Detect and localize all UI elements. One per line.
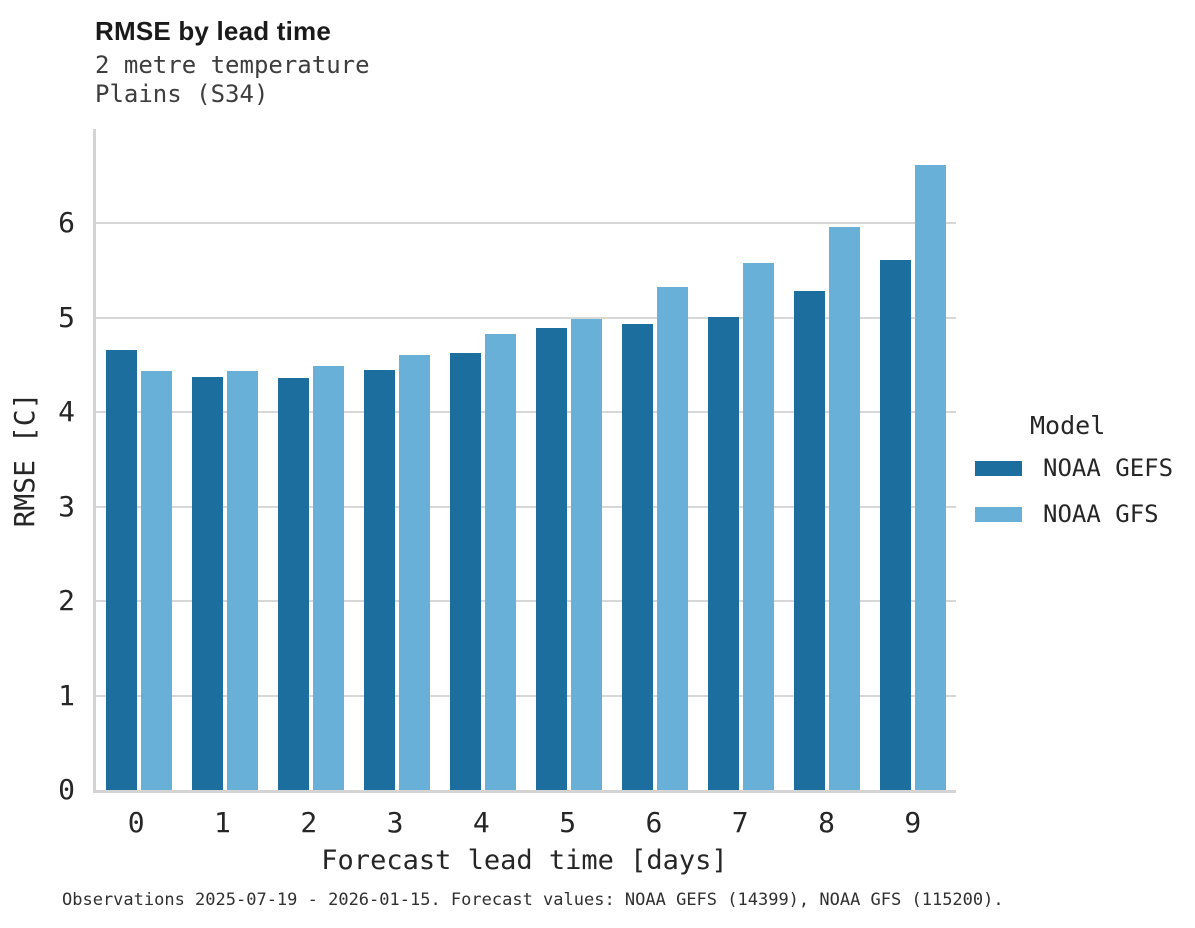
bar-noaa-gfs-day-3	[399, 354, 430, 790]
y-axis-tick-label-3: 3	[58, 489, 75, 523]
x-axis-tick-label-8: 8	[818, 806, 835, 839]
legend-label: NOAA GEFS	[1043, 454, 1174, 482]
legend-label: NOAA GFS	[1043, 500, 1159, 528]
bar-noaa-gefs-day-8	[794, 291, 825, 790]
bar-noaa-gefs-day-4	[450, 352, 481, 790]
y-axis-tick-label-0: 0	[58, 773, 75, 806]
chart-subtitle-line-1: 2 metre temperature	[95, 51, 370, 79]
bar-noaa-gfs-day-7	[743, 263, 774, 790]
bar-noaa-gfs-day-4	[485, 333, 516, 790]
bar-group-day-5	[526, 129, 612, 790]
gridline-y-5	[96, 316, 956, 319]
chart-caption: Observations 2025-07-19 - 2026-01-15. Fo…	[62, 890, 1004, 910]
bar-noaa-gefs-day-9	[880, 260, 911, 790]
gridline-y-4	[96, 411, 956, 414]
legend-swatch-noaa-gfs	[975, 506, 1022, 522]
legend: Model NOAA GEFS NOAA GFS	[975, 411, 1195, 546]
bar-noaa-gfs-day-0	[141, 370, 172, 790]
chart-subtitle-line-2: Plains (S34)	[95, 80, 269, 108]
gridline-y-2	[96, 600, 956, 603]
bar-noaa-gfs-day-5	[571, 318, 602, 790]
bar-group-day-8	[784, 129, 870, 790]
chart-title: RMSE by lead time	[95, 16, 332, 46]
bar-noaa-gefs-day-6	[622, 323, 653, 790]
bar-group-day-7	[698, 129, 784, 790]
bar-noaa-gfs-day-6	[657, 286, 688, 790]
bar-noaa-gefs-day-7	[708, 316, 739, 790]
x-axis-tick-label-3: 3	[386, 806, 404, 839]
bar-group-day-2	[268, 129, 354, 790]
bar-group-day-1	[182, 129, 268, 790]
x-axis-tick-label-7: 7	[731, 806, 749, 839]
y-axis-tick-label-4: 4	[58, 395, 75, 429]
bar-group-day-4	[440, 129, 526, 790]
y-axis-tick-label-5: 5	[58, 300, 75, 334]
bar-noaa-gfs-day-8	[829, 227, 860, 790]
legend-title: Model	[1030, 411, 1106, 440]
bar-noaa-gefs-day-2	[278, 378, 309, 790]
bar-noaa-gfs-day-2	[313, 366, 344, 790]
bar-group-day-9	[870, 129, 956, 790]
bar-noaa-gefs-day-5	[536, 328, 567, 790]
bar-noaa-gefs-day-0	[106, 349, 137, 790]
x-axis-tick-label-2: 2	[300, 806, 318, 839]
x-axis-tick-label-1: 1	[214, 806, 231, 839]
bar-group-day-3	[354, 129, 440, 790]
y-axis-tick-label-1: 1	[58, 678, 75, 712]
legend-swatch-noaa-gefs	[975, 460, 1022, 476]
legend-item-noaa-gfs: NOAA GFS	[975, 500, 1195, 528]
x-axis-title: Forecast lead time [days]	[321, 845, 728, 876]
gridline-y-3	[96, 505, 956, 508]
bar-group-day-0	[96, 129, 182, 790]
bar-noaa-gfs-day-9	[915, 164, 946, 790]
bar-group-day-6	[612, 129, 698, 790]
x-axis-tick-label-6: 6	[645, 806, 663, 839]
x-axis-tick-label-5: 5	[559, 806, 577, 839]
x-axis-tick-labels: 0 1 2 3 4 5 6 7 8 9	[93, 806, 956, 839]
bar-noaa-gfs-day-1	[227, 370, 258, 790]
gridline-y-6	[96, 222, 956, 225]
x-axis-tick-label-4: 4	[472, 806, 490, 839]
y-axis-tick-label-2: 2	[58, 584, 75, 618]
y-axis-tick-label-6: 6	[58, 206, 75, 240]
bar-noaa-gefs-day-3	[364, 369, 395, 790]
chart-subtitle: 2 metre temperature Plains (S34)	[95, 51, 370, 109]
bar-noaa-gefs-day-1	[192, 377, 223, 790]
legend-item-noaa-gefs: NOAA GEFS	[975, 454, 1195, 482]
x-axis-tick-label-0: 0	[127, 806, 145, 839]
gridline-y-1	[96, 694, 956, 697]
x-axis-tick-label-9: 9	[904, 806, 922, 839]
